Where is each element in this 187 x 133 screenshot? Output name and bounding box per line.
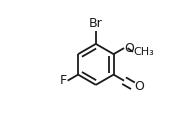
Text: Br: Br [89,17,103,30]
Text: F: F [60,74,67,87]
Text: O: O [125,42,134,55]
Text: CH₃: CH₃ [133,47,154,57]
Text: O: O [134,80,144,93]
